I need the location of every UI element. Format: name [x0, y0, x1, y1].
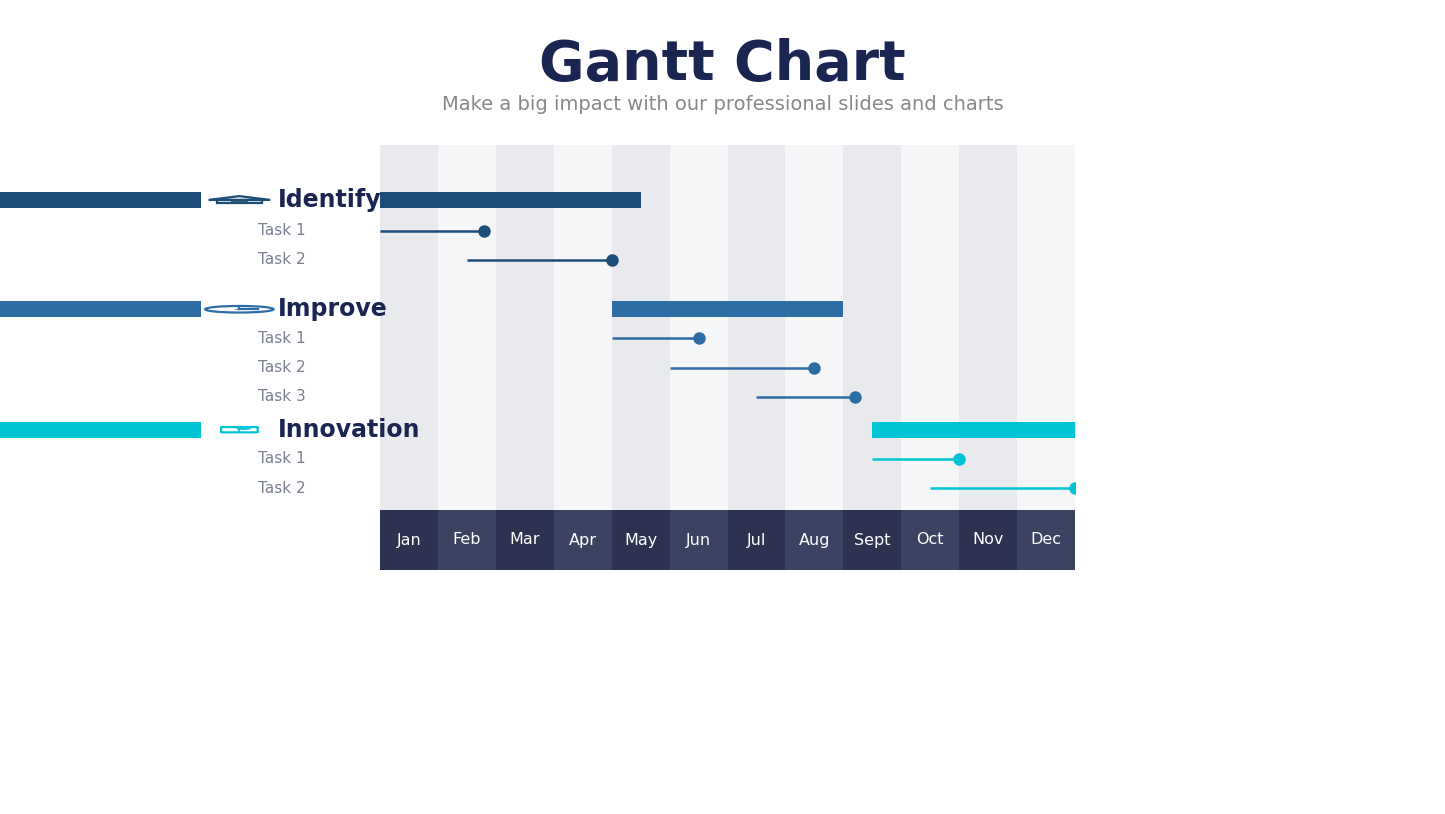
FancyBboxPatch shape [611, 510, 669, 570]
FancyBboxPatch shape [0, 301, 201, 317]
Text: Apr: Apr [569, 532, 597, 548]
FancyBboxPatch shape [0, 192, 201, 208]
FancyBboxPatch shape [496, 145, 553, 510]
FancyBboxPatch shape [553, 145, 611, 510]
Text: Identify: Identify [277, 188, 381, 212]
Text: Feb: Feb [452, 532, 481, 548]
FancyBboxPatch shape [844, 145, 902, 510]
Text: Task 1: Task 1 [259, 452, 306, 466]
FancyBboxPatch shape [959, 145, 1017, 510]
Text: Task 2: Task 2 [259, 480, 306, 496]
FancyBboxPatch shape [902, 145, 959, 510]
Text: Make a big impact with our professional slides and charts: Make a big impact with our professional … [442, 95, 1003, 115]
FancyBboxPatch shape [438, 510, 496, 570]
Text: Jul: Jul [747, 532, 766, 548]
FancyBboxPatch shape [438, 145, 496, 510]
Text: Dec: Dec [1030, 532, 1062, 548]
Text: Task 2: Task 2 [259, 252, 306, 268]
FancyBboxPatch shape [786, 510, 844, 570]
Text: Oct: Oct [916, 532, 944, 548]
Text: Task 1: Task 1 [259, 331, 306, 346]
FancyBboxPatch shape [873, 422, 1075, 438]
FancyBboxPatch shape [786, 145, 844, 510]
FancyBboxPatch shape [0, 422, 201, 438]
FancyBboxPatch shape [553, 510, 611, 570]
FancyBboxPatch shape [1017, 145, 1075, 510]
Text: Sept: Sept [854, 532, 890, 548]
Text: Task 2: Task 2 [259, 360, 306, 375]
Text: Aug: Aug [799, 532, 829, 548]
Text: Task 1: Task 1 [259, 223, 306, 239]
Text: Nov: Nov [972, 532, 1004, 548]
Text: Task 3: Task 3 [259, 389, 306, 405]
FancyBboxPatch shape [727, 510, 786, 570]
Circle shape [234, 309, 244, 310]
Text: Jan: Jan [396, 532, 422, 548]
FancyBboxPatch shape [902, 510, 959, 570]
FancyBboxPatch shape [380, 510, 438, 570]
FancyBboxPatch shape [611, 145, 669, 510]
Text: Jun: Jun [686, 532, 711, 548]
FancyBboxPatch shape [496, 510, 553, 570]
FancyBboxPatch shape [727, 145, 786, 510]
FancyBboxPatch shape [959, 510, 1017, 570]
Text: Improve: Improve [277, 297, 387, 322]
FancyBboxPatch shape [669, 145, 727, 510]
FancyBboxPatch shape [1017, 510, 1075, 570]
FancyBboxPatch shape [844, 510, 902, 570]
FancyBboxPatch shape [380, 145, 438, 510]
Text: Innovation: Innovation [277, 418, 420, 442]
Text: May: May [624, 532, 657, 548]
FancyBboxPatch shape [669, 510, 727, 570]
FancyBboxPatch shape [611, 301, 844, 317]
Text: Mar: Mar [510, 532, 540, 548]
FancyBboxPatch shape [380, 192, 640, 208]
Text: Gantt Chart: Gantt Chart [539, 38, 906, 92]
